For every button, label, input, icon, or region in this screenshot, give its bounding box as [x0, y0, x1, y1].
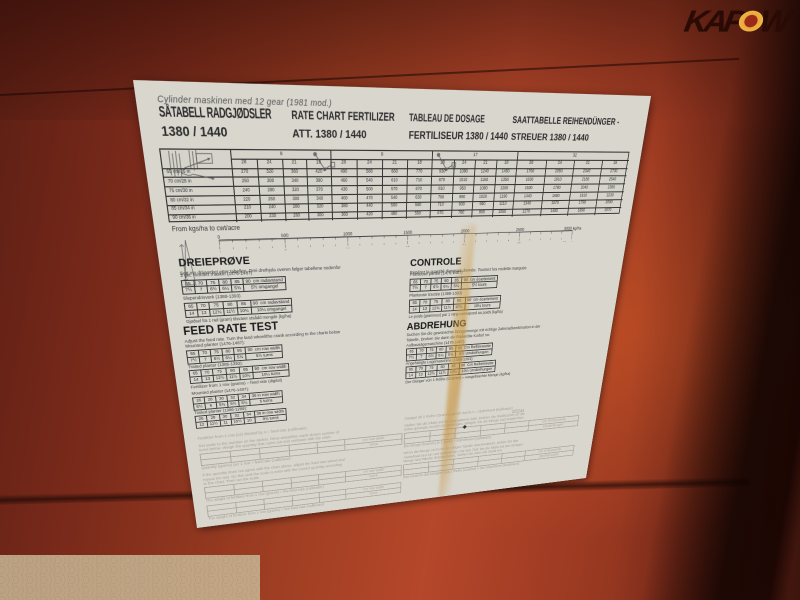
- svg-text:25: 25: [517, 243, 521, 247]
- svg-text:1500: 1500: [403, 231, 412, 236]
- svg-text:30 cwt/acre: 30 cwt/acre: [562, 241, 579, 246]
- svg-text:0: 0: [217, 235, 221, 240]
- svg-text:2500: 2500: [516, 228, 525, 232]
- svg-text:1000: 1000: [343, 232, 353, 237]
- svg-text:15: 15: [405, 246, 409, 250]
- svg-text:3000 kg/ha: 3000 kg/ha: [564, 227, 582, 232]
- svg-text:500: 500: [281, 234, 289, 239]
- svg-text:5: 5: [284, 250, 286, 254]
- svg-text:0: 0: [219, 252, 222, 254]
